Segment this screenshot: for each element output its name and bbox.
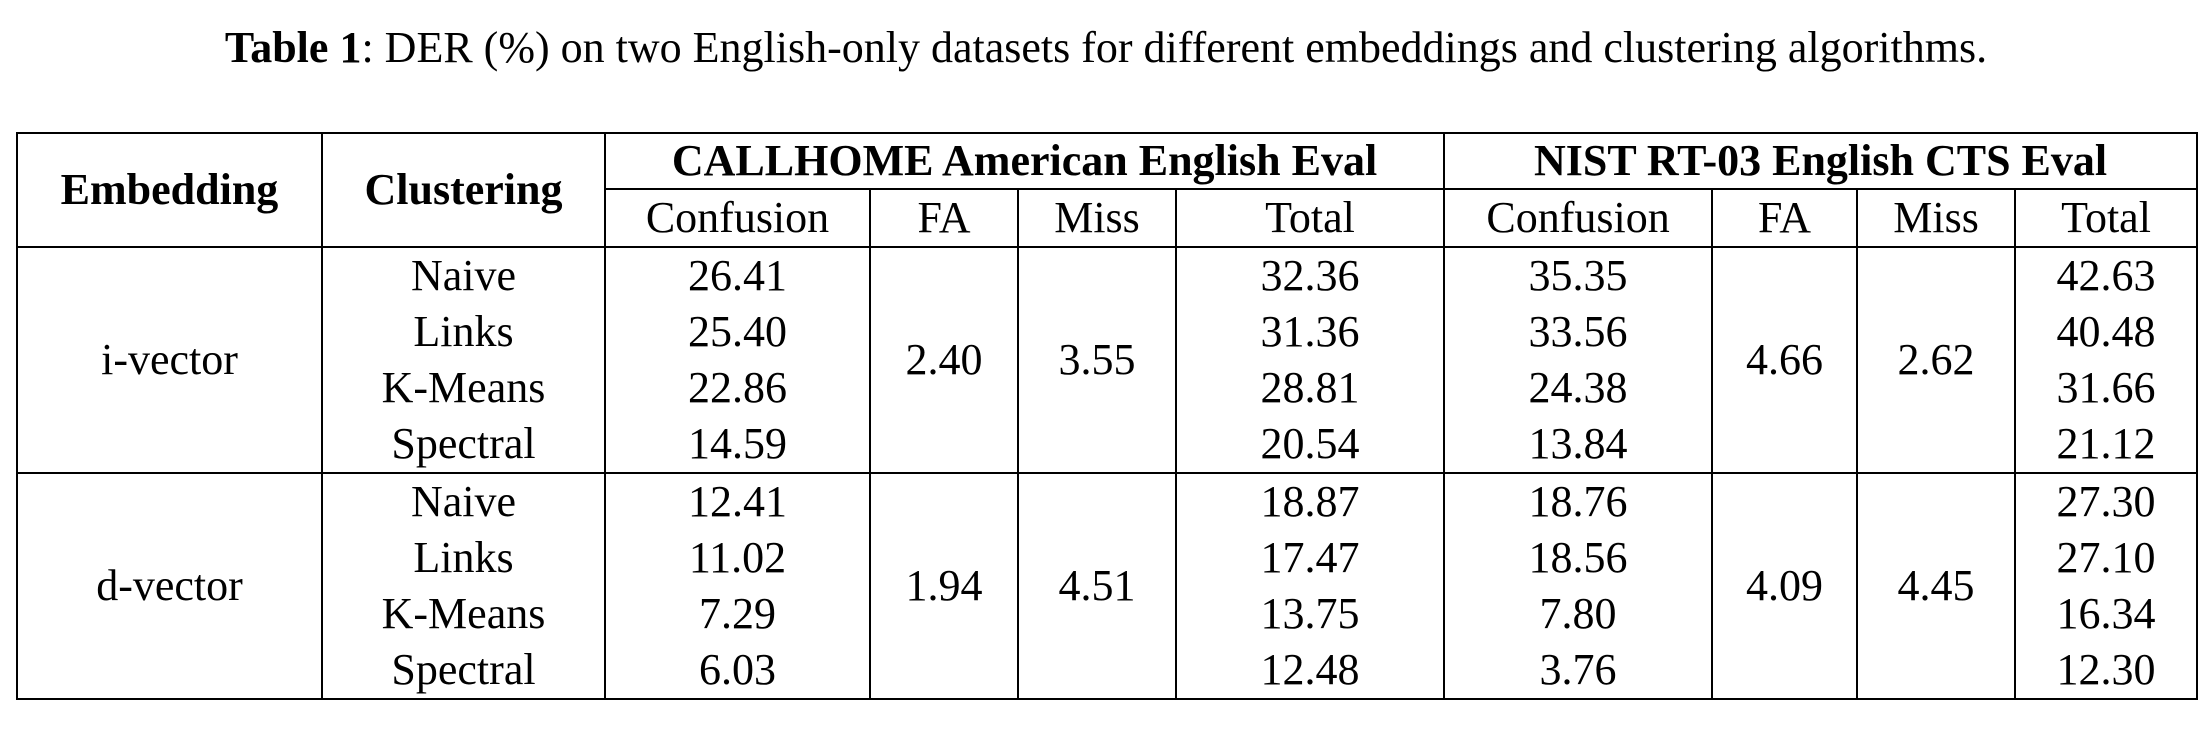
- confusion-cell: 13.84: [1443, 416, 1714, 473]
- confusion-cell: 35.35: [1443, 246, 1714, 304]
- total-cell: 31.36: [1174, 304, 1446, 360]
- confusion-cell: 24.38: [1443, 360, 1714, 416]
- subheader-miss: Miss: [1017, 189, 1177, 248]
- clustering-cell: Naive: [321, 246, 606, 304]
- total-cell: 12.48: [1174, 642, 1446, 699]
- total-cell: 13.75: [1174, 586, 1446, 642]
- subheader-confusion: Confusion: [604, 189, 871, 248]
- caption-label: Table 1: [224, 23, 362, 72]
- confusion-cell: 6.03: [604, 642, 871, 699]
- embedding-cell: d-vector: [16, 472, 323, 699]
- total-cell: 16.34: [2014, 586, 2199, 642]
- table-row: K-Means 7.29 13.75 7.80 16.34: [17, 586, 2199, 642]
- total-cell: 20.54: [1174, 416, 1446, 473]
- table-row: d-vector Naive 12.41 1.94 4.51 18.87 18.…: [16, 472, 2199, 699]
- clustering-cell: K-Means: [321, 360, 606, 416]
- table-row: Spectral 6.03 12.48 3.76 12.30: [17, 642, 2199, 699]
- miss-cell: 4.45: [1856, 472, 2017, 699]
- fa-cell: 4.66: [1711, 246, 1859, 473]
- header-clustering: Clustering: [321, 133, 606, 248]
- table-row: Spectral 14.59 20.54 13.84 21.12: [17, 416, 2199, 473]
- total-cell: 28.81: [1174, 360, 1446, 416]
- total-cell: 21.12: [2014, 416, 2199, 473]
- total-cell: 27.10: [2014, 530, 2199, 586]
- subheader-fa: FA: [1711, 189, 1859, 248]
- confusion-cell: 18.56: [1443, 530, 1714, 586]
- confusion-cell: 7.29: [604, 586, 871, 642]
- header-embedding: Embedding: [16, 133, 323, 248]
- clustering-cell: K-Means: [321, 586, 606, 642]
- embedding-cell: i-vector: [16, 246, 323, 473]
- header-dataset-nist: NIST RT-03 English CTS Eval: [1443, 133, 2199, 190]
- confusion-cell: 11.02: [604, 530, 871, 586]
- caption-text: : DER (%) on two English-only datasets f…: [361, 23, 1988, 72]
- fa-cell: 2.40: [869, 246, 1019, 473]
- confusion-cell: 33.56: [1443, 304, 1714, 360]
- table-row: Links 11.02 17.47 18.56 27.10: [17, 530, 2199, 586]
- subheader-fa: FA: [869, 189, 1019, 248]
- total-cell: 27.30: [2014, 472, 2199, 530]
- table-row: Links 25.40 31.36 33.56 40.48: [17, 304, 2199, 360]
- header-dataset-callhome: CALLHOME American English Eval: [603, 133, 1446, 190]
- clustering-cell: Naive: [321, 472, 606, 530]
- total-cell: 42.63: [2014, 246, 2199, 304]
- clustering-cell: Spectral: [321, 642, 606, 699]
- confusion-cell: 25.40: [604, 304, 871, 360]
- subheader-confusion: Confusion: [1443, 189, 1714, 248]
- confusion-cell: 26.41: [604, 246, 871, 304]
- table-row: i-vector Naive 26.41 2.40 3.55 32.36 35.…: [16, 246, 2199, 473]
- confusion-cell: 12.41: [604, 472, 871, 530]
- table-caption: Table 1: DER (%) on two English-only dat…: [0, 18, 2212, 78]
- fa-cell: 1.94: [869, 472, 1019, 699]
- total-cell: 32.36: [1174, 246, 1446, 304]
- subheader-total: Total: [1174, 189, 1446, 248]
- confusion-cell: 14.59: [604, 416, 871, 473]
- table-row: K-Means 22.86 28.81 24.38 31.66: [17, 360, 2199, 416]
- total-cell: 18.87: [1174, 472, 1446, 530]
- confusion-cell: 7.80: [1443, 586, 1714, 642]
- clustering-cell: Spectral: [321, 416, 606, 473]
- header-row-main: Embedding Clustering CALLHOME American E…: [16, 133, 2199, 248]
- confusion-cell: 22.86: [604, 360, 871, 416]
- fa-cell: 4.09: [1711, 472, 1859, 699]
- header-row-sub: Confusion FA Miss Total Confusion FA Mis…: [17, 189, 2199, 248]
- clustering-cell: Links: [321, 304, 606, 360]
- clustering-cell: Links: [321, 530, 606, 586]
- total-cell: 17.47: [1174, 530, 1446, 586]
- total-cell: 31.66: [2014, 360, 2199, 416]
- miss-cell: 3.55: [1017, 246, 1177, 473]
- total-cell: 12.30: [2014, 642, 2199, 699]
- results-table: Embedding Clustering CALLHOME American E…: [16, 132, 2199, 700]
- confusion-cell: 3.76: [1443, 642, 1714, 699]
- miss-cell: 2.62: [1856, 246, 2017, 473]
- subheader-total: Total: [2014, 189, 2199, 248]
- miss-cell: 4.51: [1017, 472, 1177, 699]
- total-cell: 40.48: [2014, 304, 2199, 360]
- confusion-cell: 18.76: [1443, 472, 1714, 530]
- subheader-miss: Miss: [1856, 189, 2017, 248]
